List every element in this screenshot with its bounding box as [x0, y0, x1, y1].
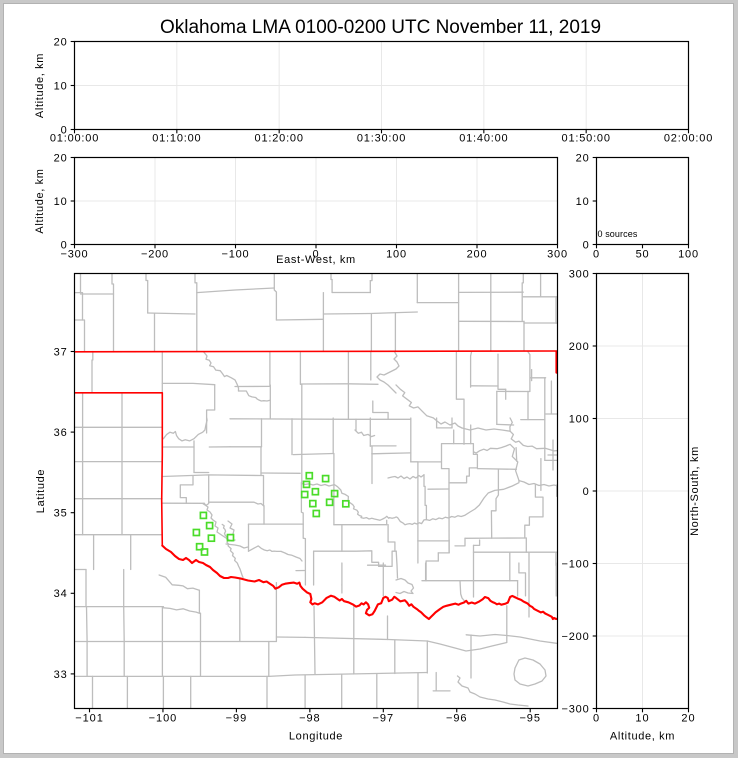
svg-text:−101: −101 — [75, 713, 104, 725]
svg-text:20: 20 — [576, 152, 590, 164]
svg-text:10: 10 — [54, 196, 68, 208]
svg-text:01:50:00: 01:50:00 — [562, 133, 611, 145]
svg-text:0: 0 — [61, 239, 68, 251]
svg-text:01:00:00: 01:00:00 — [50, 133, 99, 145]
svg-text:Altitude, km: Altitude, km — [34, 53, 46, 118]
svg-text:01:30:00: 01:30:00 — [357, 133, 406, 145]
svg-text:−99: −99 — [226, 713, 248, 725]
svg-text:02:00:00: 02:00:00 — [664, 133, 713, 145]
svg-text:10: 10 — [635, 713, 649, 725]
svg-text:0: 0 — [583, 486, 590, 498]
svg-text:20: 20 — [681, 713, 695, 725]
svg-text:−200: −200 — [141, 249, 169, 261]
svg-text:North-South, km: North-South, km — [689, 446, 701, 536]
svg-text:20: 20 — [54, 36, 68, 48]
svg-text:01:20:00: 01:20:00 — [255, 133, 304, 145]
svg-text:0: 0 — [583, 239, 590, 251]
svg-text:−95: −95 — [519, 713, 541, 725]
svg-text:20: 20 — [54, 152, 68, 164]
svg-text:0: 0 — [313, 249, 320, 261]
svg-text:200: 200 — [467, 249, 488, 261]
svg-text:0: 0 — [593, 713, 600, 725]
svg-text:100: 100 — [678, 249, 699, 261]
svg-text:100: 100 — [569, 413, 590, 425]
svg-text:−300: −300 — [562, 703, 590, 715]
svg-text:0: 0 — [593, 249, 600, 261]
svg-text:−200: −200 — [562, 631, 590, 643]
svg-text:200: 200 — [569, 341, 590, 353]
svg-text:−100: −100 — [562, 558, 590, 570]
svg-text:35: 35 — [54, 508, 68, 520]
svg-text:−96: −96 — [446, 713, 468, 725]
svg-text:−98: −98 — [299, 713, 321, 725]
svg-text:36: 36 — [54, 427, 68, 439]
svg-text:37: 37 — [54, 346, 68, 358]
svg-text:−300: −300 — [61, 249, 89, 261]
svg-text:Altitude, km: Altitude, km — [34, 168, 46, 233]
svg-text:Oklahoma LMA 0100-0200 UTC Nov: Oklahoma LMA 0100-0200 UTC November 11, … — [160, 17, 601, 38]
svg-text:Latitude: Latitude — [35, 469, 47, 513]
svg-text:01:40:00: 01:40:00 — [459, 133, 508, 145]
svg-text:−97: −97 — [373, 713, 395, 725]
svg-text:−100: −100 — [222, 249, 250, 261]
svg-text:100: 100 — [386, 249, 407, 261]
svg-text:−100: −100 — [149, 713, 178, 725]
svg-text:0 sources: 0 sources — [598, 229, 638, 239]
svg-text:10: 10 — [54, 80, 68, 92]
svg-text:50: 50 — [636, 249, 650, 261]
svg-text:34: 34 — [54, 588, 68, 600]
svg-text:Altitude, km: Altitude, km — [610, 731, 675, 743]
svg-text:01:10:00: 01:10:00 — [152, 133, 201, 145]
svg-text:0: 0 — [61, 124, 68, 136]
svg-text:300: 300 — [547, 249, 568, 261]
svg-text:300: 300 — [569, 268, 590, 280]
svg-text:East-West, km: East-West, km — [276, 254, 356, 266]
svg-text:Longitude: Longitude — [289, 731, 343, 743]
svg-text:10: 10 — [576, 196, 590, 208]
svg-text:33: 33 — [54, 669, 68, 681]
